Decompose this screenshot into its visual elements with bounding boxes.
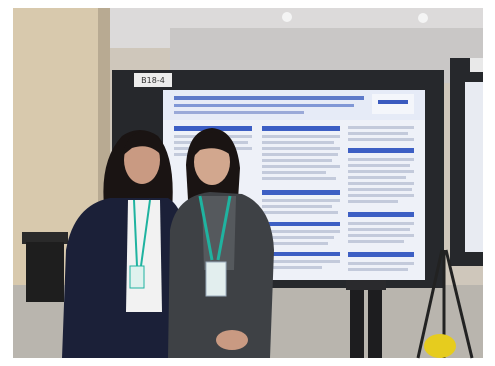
poster-section-header <box>348 148 414 153</box>
person-lower-body <box>346 280 386 290</box>
poster-section-header <box>262 252 340 256</box>
person-left <box>62 130 187 358</box>
easel-leg <box>444 249 474 359</box>
jacket <box>62 198 187 358</box>
poster-section-header <box>348 212 414 217</box>
trash-bin <box>26 242 64 302</box>
poster-section-header <box>262 222 340 226</box>
person-right <box>168 128 274 358</box>
side-board-tag <box>470 58 483 72</box>
face <box>124 136 160 184</box>
shirt <box>126 200 162 312</box>
poster-title-line <box>174 96 364 100</box>
person-legs <box>368 282 382 358</box>
easel-leg <box>416 249 444 359</box>
lanyard <box>198 195 232 261</box>
ceiling-light <box>418 13 428 23</box>
hair-top <box>192 132 234 158</box>
board-tag-text: B18-4 <box>141 76 165 85</box>
poster-title-line <box>174 104 354 107</box>
person-legs <box>350 282 364 358</box>
hair-top <box>122 131 163 156</box>
yellow-bag <box>424 334 456 358</box>
poster-section-header <box>348 252 414 257</box>
trash-bin-lid <box>22 232 68 244</box>
poster-author-line <box>174 111 304 114</box>
poster-logo-mark <box>378 100 408 104</box>
ceiling-light <box>282 12 292 22</box>
badge <box>129 265 145 289</box>
hands <box>216 330 248 350</box>
poster-section-header <box>262 126 340 131</box>
board-tag <box>134 73 172 87</box>
poster-section-header <box>262 190 340 195</box>
lanyard <box>133 199 151 267</box>
badge <box>205 261 227 297</box>
face <box>194 139 230 185</box>
side-poster <box>465 82 483 252</box>
